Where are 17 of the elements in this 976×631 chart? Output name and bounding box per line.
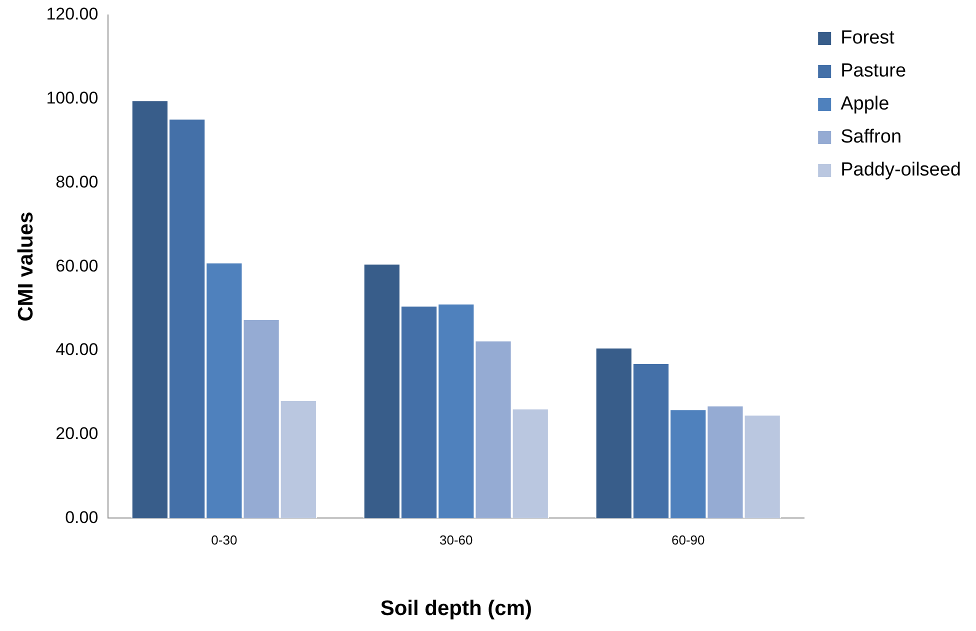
legend-label: Pasture xyxy=(840,60,906,82)
y-tick-label: 120.00 xyxy=(46,4,98,24)
legend-label: Saffron xyxy=(840,126,902,148)
x-tick-label: 0-30 xyxy=(211,532,238,548)
y-tick-label: 100.00 xyxy=(46,88,98,108)
y-tick-label: 20.00 xyxy=(56,424,98,444)
legend-label: Paddy-oilseed xyxy=(840,160,962,181)
y-tick-label: 60.00 xyxy=(56,256,98,276)
y-axis-title: CMI values xyxy=(14,212,38,322)
y-tick-label: 80.00 xyxy=(56,172,98,192)
y-tick-label: 40.00 xyxy=(56,340,98,360)
legend-label: Forest xyxy=(840,28,896,49)
x-tick-label: 60-90 xyxy=(671,532,705,548)
x-axis-title: Soil depth (cm) xyxy=(380,597,532,620)
x-tick-label: 30-60 xyxy=(440,532,473,548)
legend-label: Apple xyxy=(840,94,890,115)
y-tick-label: 0.00 xyxy=(65,508,98,527)
